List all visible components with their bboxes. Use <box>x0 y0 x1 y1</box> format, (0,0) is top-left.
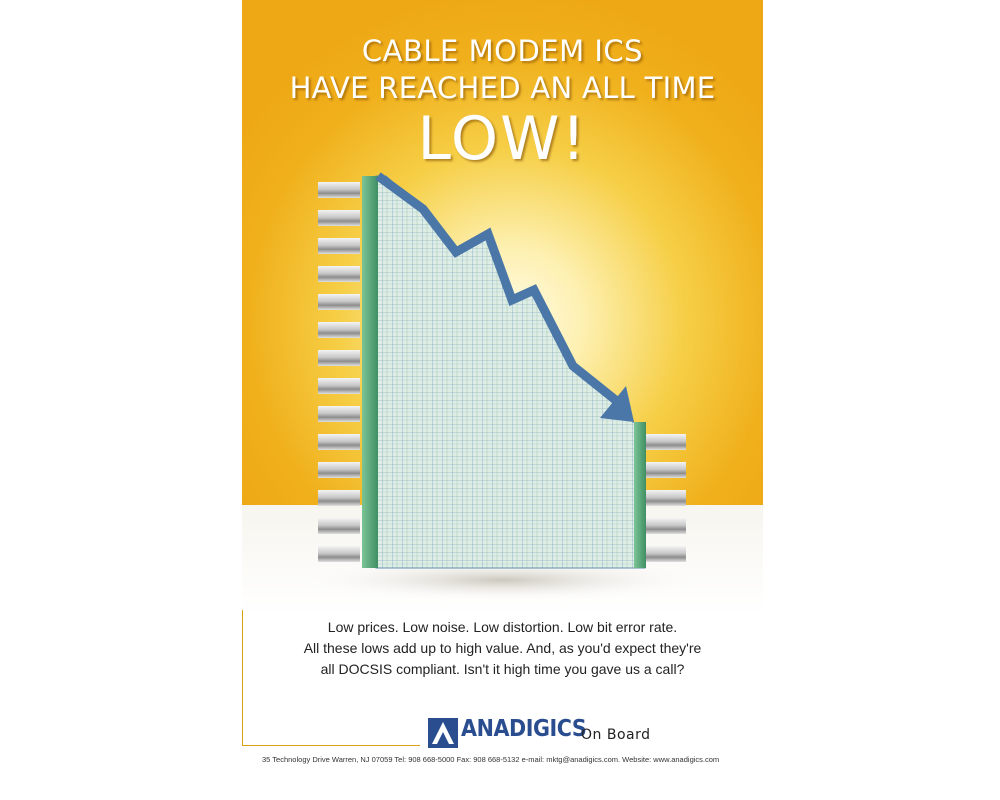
headline-line-2: HAVE REACHED AN ALL TIME <box>289 71 716 105</box>
anadigics-triangle-logo-icon <box>428 718 458 748</box>
left-pins <box>318 182 360 562</box>
chip-shadow <box>292 558 712 602</box>
declining-chip-illustration <box>292 172 712 602</box>
gold-rule-vertical <box>242 610 243 746</box>
body-copy-line-1: Low prices. Low noise. Low distortion. L… <box>327 619 678 635</box>
chip-left-edge <box>362 176 378 568</box>
headline-low: LOW! <box>417 104 588 174</box>
brand-name: ANADIGICS <box>461 716 587 742</box>
chip-body <box>375 175 646 569</box>
gold-rule-horizontal <box>242 745 420 746</box>
body-copy-line-2: All these lows add up to high value. And… <box>303 640 702 656</box>
body-copy: Low prices. Low noise. Low distortion. L… <box>242 617 763 680</box>
right-pins <box>644 434 686 562</box>
body-copy-line-3: all DOCSIS compliant. Isn't it high time… <box>320 661 685 677</box>
headline-line-1: CABLE MODEM ICS <box>361 34 644 68</box>
advertisement: CABLE MODEM ICS HAVE REACHED AN ALL TIME… <box>242 0 763 800</box>
contact-footer: 35 Technology Drive Warren, NJ 07059 Tel… <box>262 755 720 764</box>
down-trend-arrow <box>375 172 634 422</box>
brand-tagline: On Board <box>581 727 651 743</box>
anadigics-logo: ANADIGICS On Board <box>428 716 708 752</box>
chip-right-edge <box>634 422 646 568</box>
